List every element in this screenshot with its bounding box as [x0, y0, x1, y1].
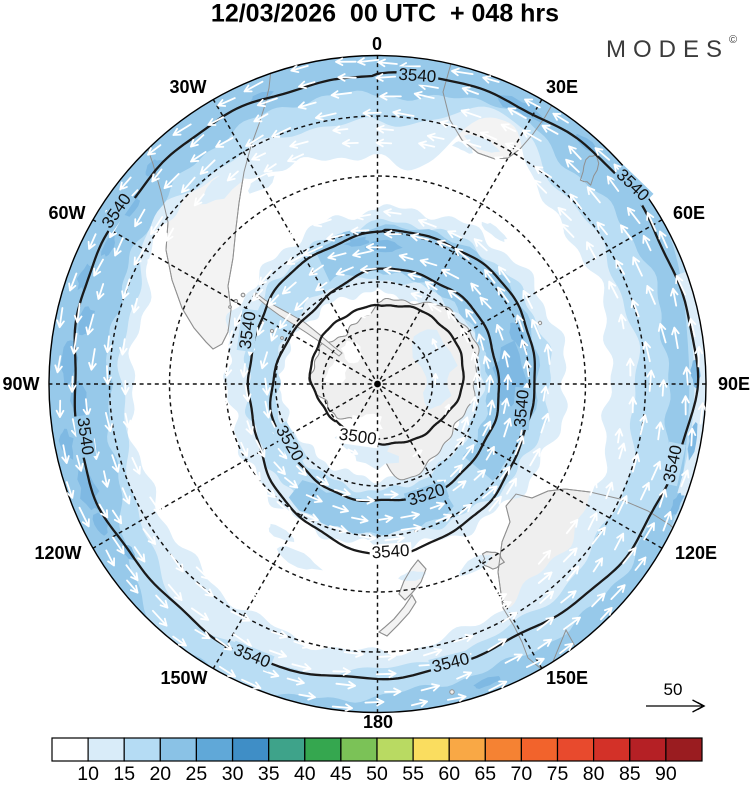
svg-text:10: 10 — [77, 763, 99, 782]
svg-text:120E: 120E — [675, 543, 717, 563]
svg-text:60: 60 — [438, 763, 460, 782]
svg-text:MODES: MODES — [606, 36, 729, 63]
svg-text:150E: 150E — [546, 668, 588, 688]
svg-text:90W: 90W — [2, 374, 39, 394]
svg-text:60E: 60E — [673, 203, 705, 223]
svg-text:12/03/2026 00 UTC + 048 hrs: 12/03/2026 00 UTC + 048 hrs — [211, 0, 559, 28]
svg-text:120W: 120W — [34, 543, 81, 563]
svg-text:30E: 30E — [546, 77, 578, 97]
svg-text:35: 35 — [258, 763, 280, 782]
svg-text:20: 20 — [149, 763, 171, 782]
svg-text:15: 15 — [113, 763, 135, 782]
svg-text:180: 180 — [363, 712, 393, 732]
svg-text:40: 40 — [294, 763, 316, 782]
svg-text:25: 25 — [186, 763, 208, 782]
svg-text:80: 80 — [583, 763, 605, 782]
svg-text:30W: 30W — [169, 77, 206, 97]
svg-text:70: 70 — [511, 763, 533, 782]
svg-text:3540: 3540 — [510, 389, 532, 428]
svg-text:90E: 90E — [718, 374, 750, 394]
svg-text:50: 50 — [366, 763, 388, 782]
svg-text:150W: 150W — [160, 668, 207, 688]
svg-text:3540: 3540 — [371, 541, 410, 563]
svg-text:65: 65 — [474, 763, 496, 782]
svg-text:50: 50 — [664, 680, 683, 699]
svg-text:90: 90 — [655, 763, 677, 782]
svg-text:75: 75 — [547, 763, 569, 782]
svg-text:60W: 60W — [48, 203, 85, 223]
svg-text:0: 0 — [372, 34, 382, 54]
svg-text:3540: 3540 — [398, 65, 437, 87]
svg-text:30: 30 — [222, 763, 244, 782]
svg-text:45: 45 — [330, 763, 352, 782]
svg-text:55: 55 — [402, 763, 424, 782]
svg-text:©: © — [729, 34, 737, 46]
svg-text:85: 85 — [619, 763, 641, 782]
